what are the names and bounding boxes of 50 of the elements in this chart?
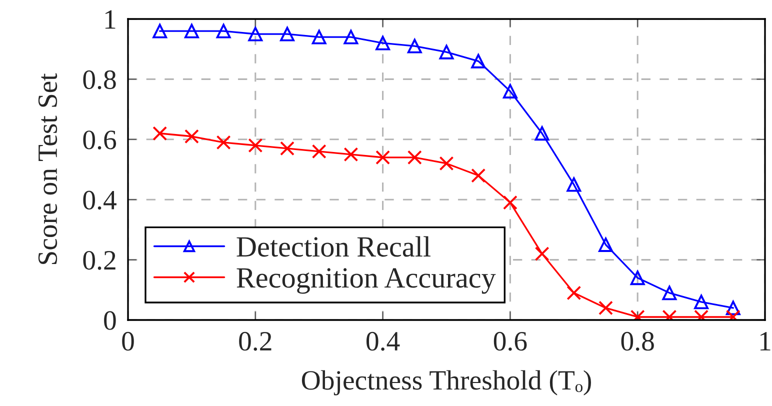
y-tick-label: 0.8	[83, 70, 116, 90]
point	[216, 135, 231, 150]
legend-label: Detection Recall	[236, 236, 430, 257]
point	[566, 286, 582, 300]
point	[534, 246, 550, 262]
x-tick-label: 0.4	[366, 332, 400, 351]
x-tick-label: 0	[122, 332, 134, 351]
x-tick-label: 0.8	[621, 332, 654, 351]
y-tick-label: 0.6	[83, 130, 116, 150]
point	[312, 30, 326, 44]
point	[534, 126, 550, 141]
point	[471, 54, 486, 68]
y-axis-title: Score on Test Set	[38, 73, 58, 264]
y-tick-label: 0.4	[83, 190, 116, 210]
point	[726, 300, 740, 316]
x-tick-label: 1	[760, 332, 770, 350]
point	[407, 150, 422, 165]
point	[694, 294, 709, 310]
point	[312, 144, 326, 159]
y-tick-label: 1	[105, 10, 116, 29]
point	[439, 156, 454, 171]
point	[152, 24, 168, 38]
point	[184, 129, 199, 144]
point	[280, 141, 294, 156]
point	[248, 26, 263, 42]
point	[598, 300, 613, 316]
point	[376, 36, 390, 50]
point	[216, 24, 231, 38]
point	[184, 24, 199, 38]
point	[376, 150, 390, 165]
point	[152, 126, 168, 141]
y-tick-label: 0.2	[83, 250, 116, 270]
point	[630, 270, 645, 286]
point	[598, 238, 613, 252]
point	[662, 286, 677, 300]
point	[407, 38, 422, 54]
point	[248, 138, 263, 153]
point	[344, 30, 358, 44]
point	[566, 177, 582, 192]
point	[502, 195, 518, 210]
legend-label: Recognition Accuracy	[236, 268, 496, 294]
point	[471, 168, 486, 183]
point	[502, 84, 518, 98]
y-tick-label: 0	[104, 311, 116, 330]
point	[344, 147, 358, 162]
point	[439, 44, 454, 60]
x-tick-label: 0.2	[239, 332, 272, 351]
x-axis-title: Objectness Threshold (Tₒ)	[302, 370, 591, 396]
x-tick-label: 0.6	[494, 332, 527, 351]
point	[280, 26, 294, 42]
